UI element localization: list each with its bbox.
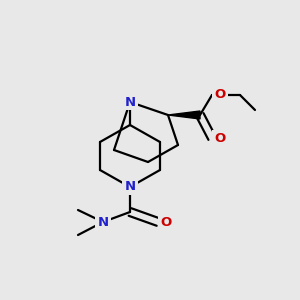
Text: N: N [98,215,109,229]
Polygon shape [168,111,200,119]
Text: O: O [214,88,226,101]
Text: N: N [124,95,136,109]
Text: O: O [160,215,172,229]
Text: O: O [214,131,226,145]
Text: N: N [124,181,136,194]
